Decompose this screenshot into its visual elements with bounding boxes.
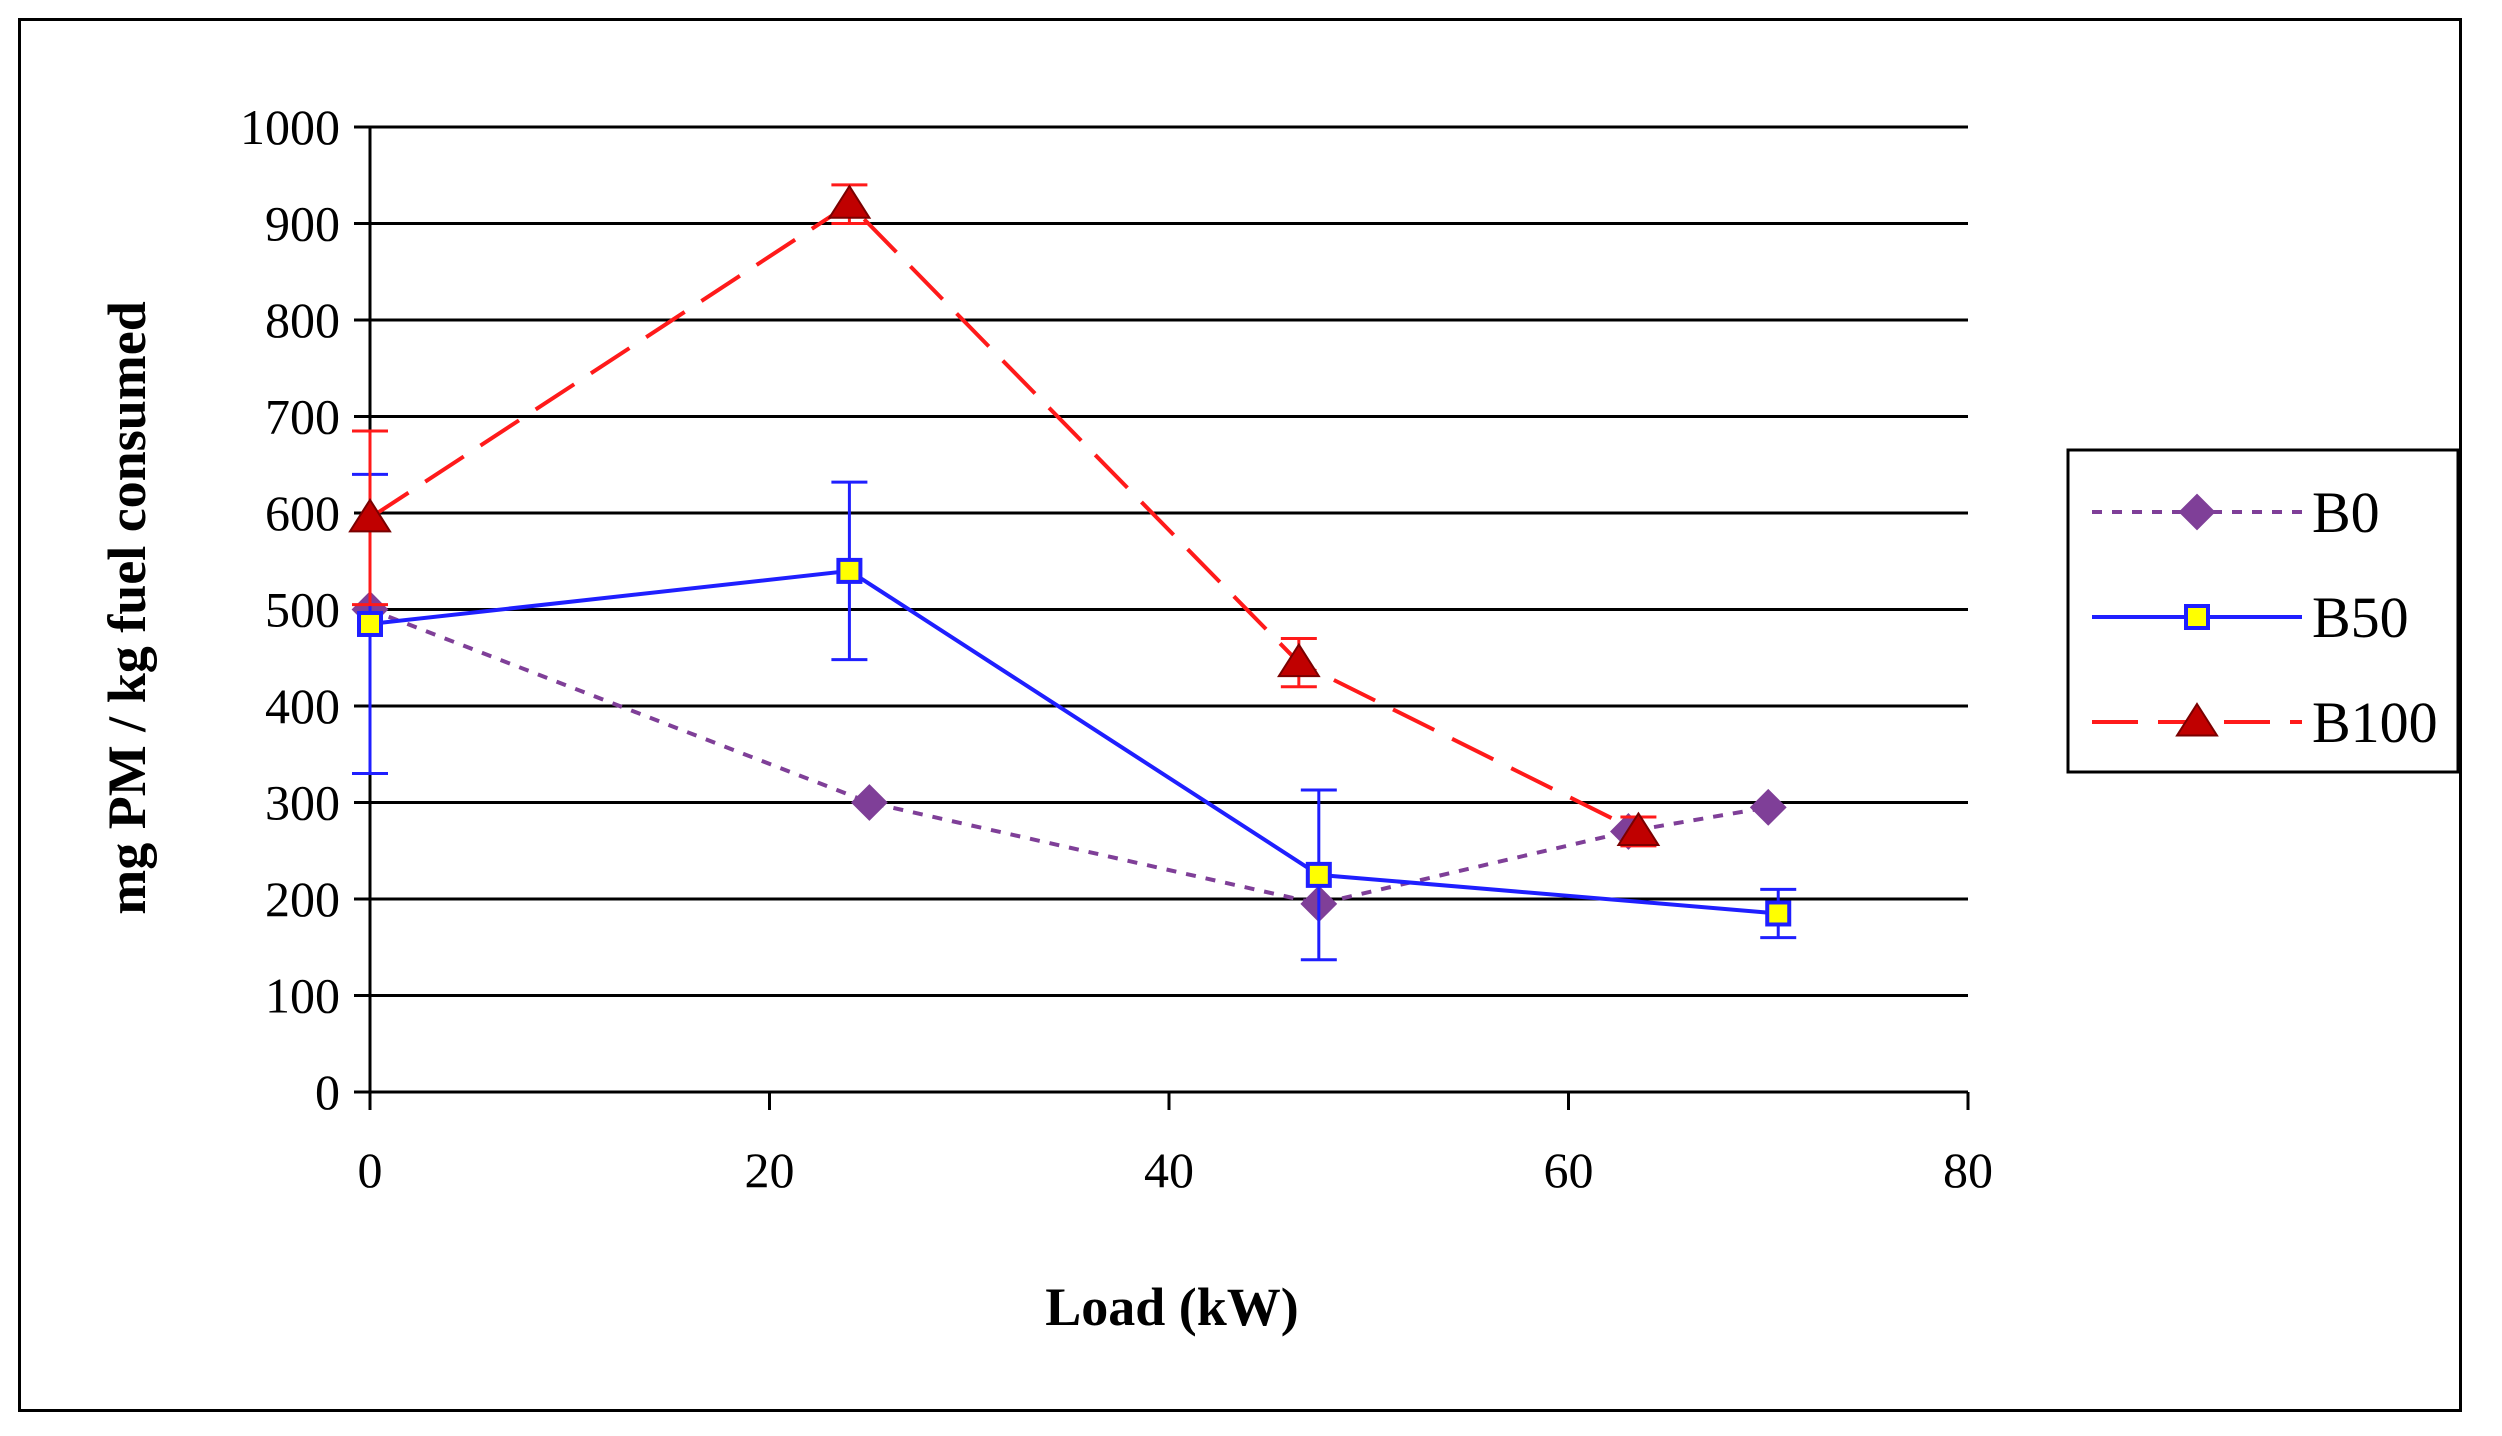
- gridlines: [370, 125, 1968, 997]
- x-axis-title: Load (kW): [1045, 1277, 1299, 1337]
- legend-label-b100: B100: [2312, 690, 2438, 755]
- y-tick-label-800: 800: [265, 292, 340, 348]
- y-tick-label-0: 0: [315, 1064, 340, 1120]
- data-point-b100-3: [1616, 811, 1661, 846]
- data-point-b50-3: [1765, 900, 1792, 927]
- series-b100: [348, 183, 1661, 848]
- legend-marker-b0: [2178, 493, 2216, 531]
- series-line-b50: [369, 568, 1779, 916]
- y-axis-title: mg PM / kg fuel consumed: [97, 301, 157, 915]
- y-tick-label-100: 100: [265, 968, 340, 1024]
- data-point-b50-0: [357, 610, 383, 637]
- axes: [354, 125, 1970, 1110]
- legend-marker-b50: [2184, 604, 2210, 630]
- y-tick-label-1000: 1000: [240, 99, 340, 155]
- series-layer: [348, 183, 1797, 962]
- tick-labels: 0 100 200 300 400 500 600 700 800 900 1000 0 20 40 60 8…: [240, 99, 1993, 1198]
- y-tick-label-700: 700: [265, 389, 340, 445]
- y-tick-label-400: 400: [265, 678, 340, 734]
- x-tick-label-80: 80: [1943, 1142, 1993, 1198]
- x-tick-label-40: 40: [1144, 1142, 1194, 1198]
- data-point-b50-1: [836, 557, 863, 584]
- series-line-b0: [369, 607, 1769, 906]
- legend-item-b50: B50: [2092, 585, 2409, 650]
- y-tick-label-500: 500: [265, 582, 340, 638]
- legend-item-b100: B100: [2092, 690, 2438, 755]
- legend-marker-b100: [2175, 702, 2219, 737]
- y-tick-label-900: 900: [265, 196, 340, 252]
- data-point-b0-4: [1749, 788, 1787, 826]
- y-tick-label-300: 300: [265, 775, 340, 831]
- y-tick-label-600: 600: [265, 485, 340, 541]
- data-point-b100-2: [1277, 642, 1321, 678]
- legend-item-b0: B0: [2092, 480, 2380, 545]
- legend-label-b0: B0: [2312, 480, 2380, 545]
- legend-box: [2066, 448, 2460, 774]
- chart-frame: [18, 18, 2462, 1412]
- x-tick-label-60: 60: [1544, 1142, 1594, 1198]
- series-b50: [352, 472, 1797, 962]
- series-b0: [351, 591, 1787, 923]
- legend: B0 B50 B100: [2066, 448, 2460, 774]
- series-line-b100: [368, 201, 1640, 834]
- y-tick-label-200: 200: [265, 871, 340, 927]
- x-tick-label-0: 0: [358, 1142, 383, 1198]
- data-point-b50-2: [1305, 861, 1332, 888]
- data-point-b0-1: [850, 784, 888, 821]
- data-point-b100-1: [827, 184, 872, 219]
- data-point-b100-0: [348, 497, 392, 533]
- legend-label-b50: B50: [2312, 585, 2409, 650]
- x-tick-label-20: 20: [745, 1142, 795, 1198]
